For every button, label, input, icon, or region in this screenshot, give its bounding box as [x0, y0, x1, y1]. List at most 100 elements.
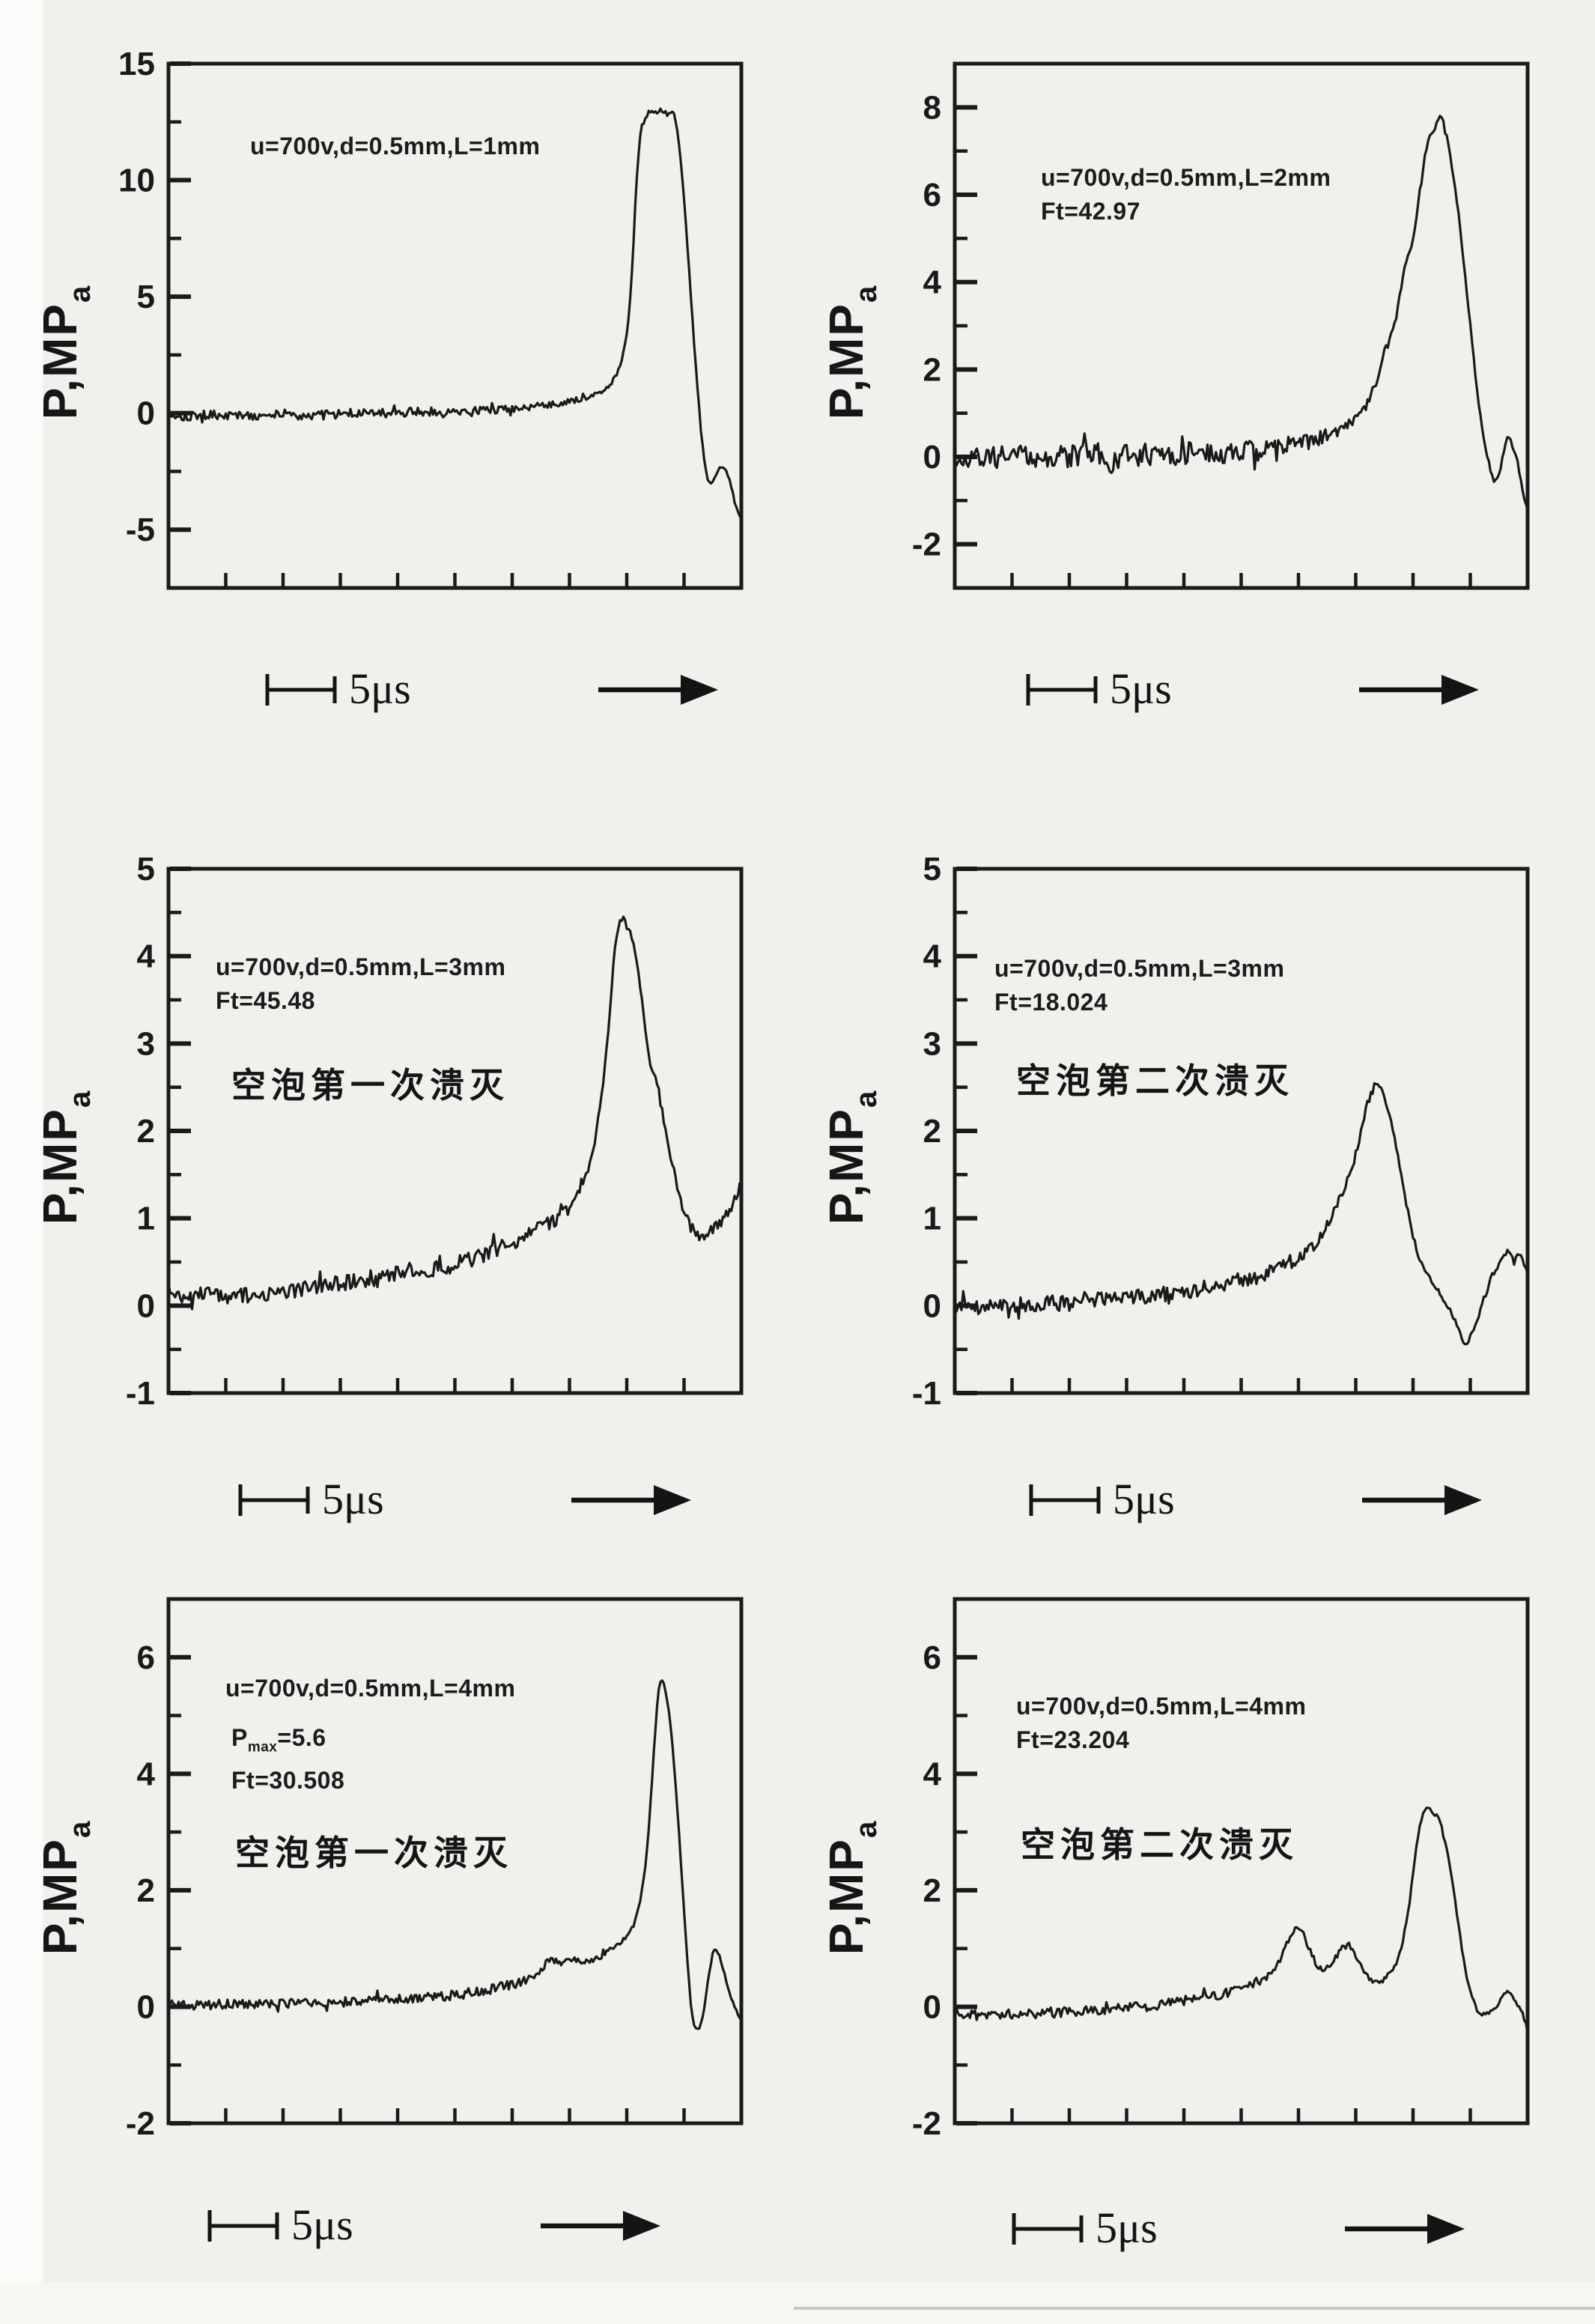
y-tick-label: 4 — [923, 264, 942, 301]
y-tick-label: 6 — [923, 177, 941, 213]
y-tick-label: -2 — [912, 2105, 941, 2142]
y-tick-label: -2 — [126, 2105, 155, 2142]
bubble-first-collapse-label: 空泡第一次溃灭 — [231, 1067, 509, 1105]
pmax-subscript: max — [247, 1739, 278, 1756]
timescale-label: 5μs — [291, 2200, 353, 2249]
time-scalebar-3: 5μs — [237, 1475, 693, 1523]
experiment-params-line: u=700v,d=0.5mm,L=3mm — [216, 953, 506, 980]
y-tick-label: 2 — [137, 1113, 155, 1150]
time-direction-arrow-icon — [1361, 1485, 1482, 1515]
time-direction-arrow-icon — [1344, 2214, 1465, 2244]
y-tick-label: 4 — [137, 1756, 156, 1792]
timescale-label: 5μs — [1113, 1474, 1175, 1523]
y-axis-label-text: P,MP — [819, 1838, 873, 1956]
ft-value-line: Ft=30.508 — [231, 1767, 345, 1794]
plot-frame — [166, 1597, 744, 2126]
experiment-params: u=700v,d=0.5mm,L=1mm — [250, 130, 540, 163]
scale-bracket-icon — [1012, 2213, 1084, 2245]
y-tick-label: -2 — [912, 527, 941, 563]
y-tick-label: 6 — [137, 1639, 155, 1676]
plot-frame — [953, 1597, 1530, 2126]
y-tick-label: 5 — [923, 851, 941, 888]
pressure-trace — [167, 107, 743, 521]
bubble-second-collapse-label: 空泡第二次溃灭 — [1016, 1062, 1294, 1100]
y-tick-label: -5 — [126, 512, 155, 548]
timescale-label: 5μs — [349, 664, 411, 713]
time-scalebar-4: 5μs — [1027, 1475, 1484, 1523]
experiment-params: u=700v,d=0.5mm,L=3mm Ft=45.48 — [216, 950, 505, 1018]
scale-bracket-icon — [265, 674, 337, 706]
time-scalebar-6: 5μs — [1010, 2203, 1467, 2252]
scan-margin-strip — [0, 0, 43, 2324]
y-axis-label-text: P,MP — [33, 1838, 87, 1956]
y-tick-label: 3 — [923, 1025, 941, 1062]
plot-frame — [166, 867, 744, 1395]
pressure-trace — [953, 1806, 1529, 2036]
experiment-params-line: u=700v,d=0.5mm,L=3mm — [994, 955, 1285, 982]
time-direction-arrow-icon — [571, 1485, 691, 1515]
y-axis-label-subscript: a — [64, 1819, 97, 1839]
y-axis-label: P,MPa — [32, 262, 97, 442]
experiment-params: u=700v,d=0.5mm,L=4mm — [225, 1672, 515, 1705]
ft-value-line: Ft=18.024 — [994, 989, 1108, 1016]
y-axis-label-text: P,MP — [33, 1108, 87, 1225]
y-axis-label: P,MPa — [32, 1797, 97, 1977]
pressure-plot-1: 15 10 5 0 -5 — [118, 46, 744, 590]
experiment-params-line: u=700v,d=0.5mm,L=4mm — [1016, 1693, 1307, 1720]
scan-bottom-strip — [0, 2283, 1595, 2324]
subfigure-4: 5 4 3 2 1 0 -1 P,MPa u=700v,d=0.5mm,L=3mm Ft=1… — [819, 828, 1539, 1427]
subfigure-5: 6 4 2 0 -2 P,MPa u=700v,d=0.5mm,L=4mm Pmax=5… — [32, 1558, 753, 2157]
pmax-value: =5.6 — [277, 1724, 326, 1751]
ft-value-line: Ft=45.48 — [216, 987, 315, 1014]
y-tick-label: 4 — [137, 938, 156, 975]
bubble-second-collapse-label: 空泡第二次溃灭 — [1021, 1826, 1298, 1864]
timescale-label: 5μs — [1096, 2203, 1158, 2252]
timescale-label: 5μs — [1110, 664, 1172, 713]
y-axis-label: P,MPa — [32, 1067, 97, 1247]
experiment-params: u=700v,d=0.5mm,L=2mm Ft=42.97 — [1041, 161, 1331, 228]
y-tick-label: 2 — [923, 351, 941, 388]
y-tick-label: 3 — [137, 1025, 155, 1062]
subfigure-1: 15 10 5 0 -5 P,MPa u=700v,d=0.5mm,L=1mm — [32, 22, 753, 622]
plot-frame — [953, 867, 1530, 1395]
y-tick-label: 0 — [137, 1988, 155, 2025]
y-axis-label-subscript: a — [64, 284, 97, 303]
y-axis-label-text: P,MP — [819, 1108, 873, 1225]
y-axis-label-subscript: a — [850, 1089, 883, 1108]
time-scalebar-2: 5μs — [1024, 664, 1481, 713]
y-tick-label: 2 — [137, 1872, 155, 1909]
y-tick-label: 0 — [923, 1988, 941, 2025]
y-tick-label: 1 — [923, 1201, 941, 1237]
scan-page-edge — [794, 2307, 1595, 2310]
ft-value-line: Ft=23.204 — [1016, 1726, 1130, 1753]
pressure-trace — [167, 1679, 743, 2030]
pressure-plot-6: 6 4 2 0 -2 — [912, 1597, 1530, 2142]
y-tick-label: 0 — [923, 1287, 941, 1324]
subfigure-6: 6 4 2 0 -2 P,MPa u=700v,d=0.5mm,L=4mm Ft=23.… — [819, 1558, 1539, 2157]
plot-frame — [166, 61, 744, 590]
time-scalebar-1: 5μs — [264, 664, 720, 713]
subfigure-3: 5 4 3 2 1 0 -1 P,MPa u=700v,d=0.5mm,L=3mm Ft=4… — [32, 828, 753, 1427]
bubble-first-collapse-label: 空泡第一次溃灭 — [235, 1834, 513, 1872]
subfigure-2: 8 6 4 2 0 -2 P,MPa u=700v,d=0.5mm,L=2mm Ft=42… — [818, 22, 1539, 622]
time-direction-arrow-icon — [540, 2211, 660, 2241]
experiment-params: u=700v,d=0.5mm,L=3mm Ft=18.024 — [994, 952, 1284, 1019]
pressure-trace — [953, 115, 1529, 511]
y-axis-label: P,MPa — [818, 262, 883, 442]
timescale-label: 5μs — [322, 1474, 384, 1523]
experiment-params-line: u=700v,d=0.5mm,L=2mm — [1041, 164, 1331, 191]
y-tick-label: -1 — [126, 1375, 155, 1412]
plot-frame — [953, 61, 1530, 590]
time-direction-arrow-icon — [1358, 675, 1479, 705]
y-tick-label: 15 — [118, 46, 155, 82]
time-direction-arrow-icon — [598, 675, 718, 705]
scale-bracket-icon — [1026, 674, 1098, 706]
y-tick-label: 8 — [923, 89, 941, 126]
y-tick-label: -1 — [912, 1375, 941, 1412]
scale-bracket-icon — [207, 2210, 279, 2242]
experiment-params-line: u=700v,d=0.5mm,L=4mm — [225, 1675, 516, 1702]
peak-pressure-block: Pmax=5.6 Ft=30.508 — [231, 1721, 344, 1797]
y-tick-label: 2 — [923, 1872, 941, 1909]
pressure-plot-4: 5 4 3 2 1 0 -1 — [912, 851, 1530, 1412]
y-axis-label-text: P,MP — [819, 303, 873, 420]
